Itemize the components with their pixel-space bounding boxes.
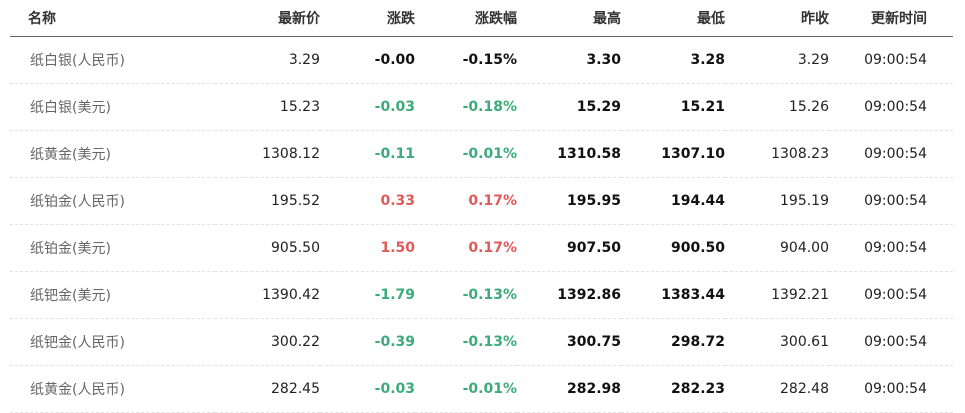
precious-metals-quote-table: 名称 最新价 涨跌 涨跌幅 最高 最低 昨收 更新时间 纸白银(人民币) 3.29… <box>10 0 953 413</box>
column-header-update-time[interactable]: 更新时间 <box>829 0 953 37</box>
cell-prev-close: 282.48 <box>725 365 829 413</box>
cell-change-pct: -0.18% <box>415 83 517 131</box>
cell-low: 15.21 <box>621 83 725 131</box>
cell-change-pct: -0.15% <box>415 36 517 84</box>
cell-name[interactable]: 纸钯金(美元) <box>10 271 215 319</box>
cell-update-time: 09:00:54 <box>829 318 953 366</box>
table-row[interactable]: 纸铂金(美元) 905.50 1.50 0.17% 907.50 900.50 904.00… <box>10 224 953 272</box>
header-row: 名称 最新价 涨跌 涨跌幅 最高 最低 昨收 更新时间 <box>10 0 953 37</box>
cell-latest-price: 300.22 <box>215 318 320 366</box>
cell-low: 194.44 <box>621 177 725 225</box>
cell-low: 1383.44 <box>621 271 725 319</box>
table-body: 纸白银(人民币) 3.29 -0.00 -0.15% 3.30 3.28 3.29 09:00… <box>10 36 953 413</box>
cell-high: 3.30 <box>517 36 621 84</box>
cell-change: -0.03 <box>320 365 415 413</box>
cell-change: -0.03 <box>320 83 415 131</box>
cell-latest-price: 3.29 <box>215 36 320 84</box>
cell-change: 0.33 <box>320 177 415 225</box>
cell-change: -0.39 <box>320 318 415 366</box>
cell-latest-price: 905.50 <box>215 224 320 272</box>
cell-change-pct: -0.13% <box>415 318 517 366</box>
cell-prev-close: 1308.23 <box>725 130 829 178</box>
cell-low: 3.28 <box>621 36 725 84</box>
cell-high: 282.98 <box>517 365 621 413</box>
cell-prev-close: 15.26 <box>725 83 829 131</box>
cell-change-pct: 0.17% <box>415 177 517 225</box>
table-row[interactable]: 纸白银(人民币) 3.29 -0.00 -0.15% 3.30 3.28 3.29 09:00… <box>10 36 953 84</box>
cell-low: 282.23 <box>621 365 725 413</box>
cell-update-time: 09:00:54 <box>829 224 953 272</box>
cell-high: 15.29 <box>517 83 621 131</box>
cell-change-pct: -0.13% <box>415 271 517 319</box>
cell-prev-close: 1392.21 <box>725 271 829 319</box>
cell-name[interactable]: 纸黄金(美元) <box>10 130 215 178</box>
cell-low: 900.50 <box>621 224 725 272</box>
cell-name[interactable]: 纸钯金(人民币) <box>10 318 215 366</box>
cell-change-pct: -0.01% <box>415 365 517 413</box>
cell-low: 298.72 <box>621 318 725 366</box>
cell-change: -0.11 <box>320 130 415 178</box>
table-header: 名称 最新价 涨跌 涨跌幅 最高 最低 昨收 更新时间 <box>10 0 953 37</box>
column-header-latest[interactable]: 最新价 <box>215 0 320 37</box>
table-row[interactable]: 纸铂金(人民币) 195.52 0.33 0.17% 195.95 194.44 195.1… <box>10 177 953 225</box>
cell-prev-close: 3.29 <box>725 36 829 84</box>
table-row[interactable]: 纸黄金(人民币) 282.45 -0.03 -0.01% 282.98 282.23 282… <box>10 365 953 413</box>
cell-prev-close: 300.61 <box>725 318 829 366</box>
cell-name[interactable]: 纸白银(人民币) <box>10 36 215 84</box>
cell-name[interactable]: 纸铂金(人民币) <box>10 177 215 225</box>
cell-change-pct: -0.01% <box>415 130 517 178</box>
column-header-prev-close[interactable]: 昨收 <box>725 0 829 37</box>
column-header-change-pct[interactable]: 涨跌幅 <box>415 0 517 37</box>
cell-name[interactable]: 纸铂金(美元) <box>10 224 215 272</box>
cell-high: 1310.58 <box>517 130 621 178</box>
table-row[interactable]: 纸白银(美元) 15.23 -0.03 -0.18% 15.29 15.21 15.26 09… <box>10 83 953 131</box>
cell-latest-price: 282.45 <box>215 365 320 413</box>
cell-update-time: 09:00:54 <box>829 130 953 178</box>
table-row[interactable]: 纸钯金(人民币) 300.22 -0.39 -0.13% 300.75 298.72 300… <box>10 318 953 366</box>
column-header-low[interactable]: 最低 <box>621 0 725 37</box>
cell-high: 1392.86 <box>517 271 621 319</box>
cell-latest-price: 15.23 <box>215 83 320 131</box>
cell-latest-price: 195.52 <box>215 177 320 225</box>
cell-name[interactable]: 纸白银(美元) <box>10 83 215 131</box>
cell-change: -0.00 <box>320 36 415 84</box>
cell-high: 300.75 <box>517 318 621 366</box>
cell-change-pct: 0.17% <box>415 224 517 272</box>
cell-high: 907.50 <box>517 224 621 272</box>
cell-change: 1.50 <box>320 224 415 272</box>
cell-name[interactable]: 纸黄金(人民币) <box>10 365 215 413</box>
cell-prev-close: 904.00 <box>725 224 829 272</box>
cell-high: 195.95 <box>517 177 621 225</box>
column-header-name[interactable]: 名称 <box>10 0 215 37</box>
cell-low: 1307.10 <box>621 130 725 178</box>
cell-latest-price: 1308.12 <box>215 130 320 178</box>
cell-update-time: 09:00:54 <box>829 271 953 319</box>
cell-update-time: 09:00:54 <box>829 36 953 84</box>
cell-update-time: 09:00:54 <box>829 83 953 131</box>
cell-update-time: 09:00:54 <box>829 177 953 225</box>
table-row[interactable]: 纸钯金(美元) 1390.42 -1.79 -0.13% 1392.86 1383.44 1… <box>10 271 953 319</box>
cell-prev-close: 195.19 <box>725 177 829 225</box>
cell-update-time: 09:00:54 <box>829 365 953 413</box>
column-header-change[interactable]: 涨跌 <box>320 0 415 37</box>
cell-latest-price: 1390.42 <box>215 271 320 319</box>
column-header-high[interactable]: 最高 <box>517 0 621 37</box>
table-row[interactable]: 纸黄金(美元) 1308.12 -0.11 -0.01% 1310.58 1307.10 1… <box>10 130 953 178</box>
cell-change: -1.79 <box>320 271 415 319</box>
